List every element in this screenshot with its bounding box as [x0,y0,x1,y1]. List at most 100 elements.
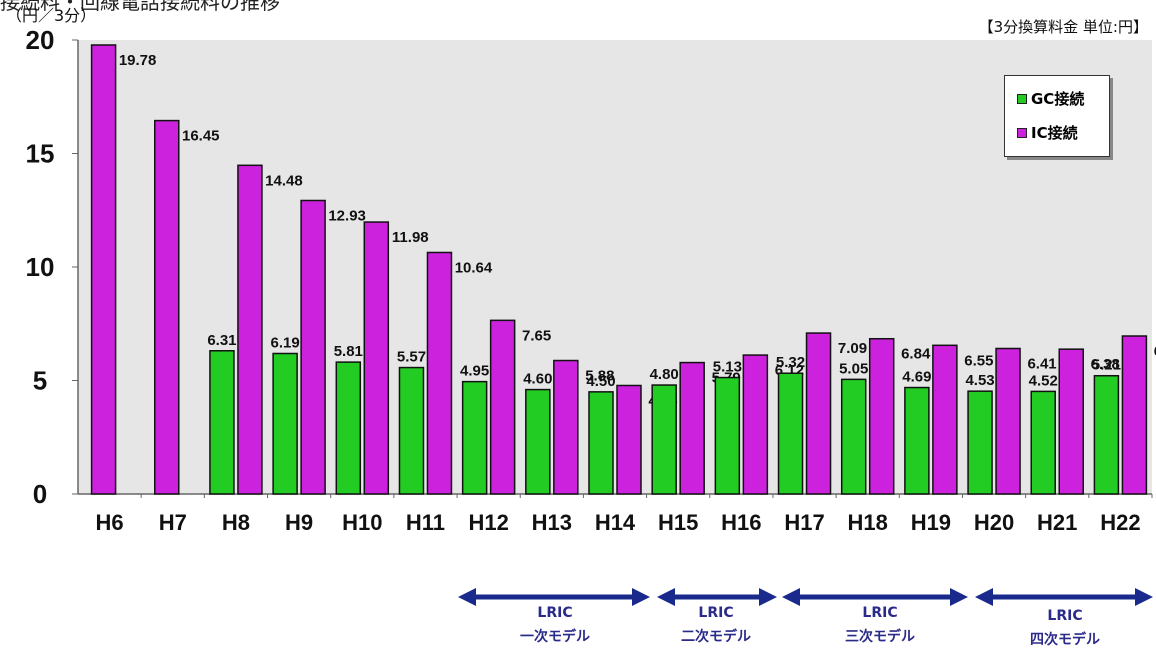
bar-gc-H18 [840,378,867,495]
x-tick-label-H22: H22 [1100,510,1140,535]
bar-gc-H16 [714,376,741,495]
data-label-ic-H8: 14.48 [265,172,303,189]
data-label-gc-H13: 4.60 [523,371,552,388]
legend-item-ic: IC接続 [1017,122,1078,143]
data-label-ic-H11: 10.64 [455,259,493,276]
model-4-line2: 四次モデル [1030,632,1100,648]
data-label-gc-H16: 5.13 [713,359,742,376]
model-arrow-head-right-3 [950,588,968,606]
model-arrow-head-right-1 [632,588,650,606]
data-label-gc-H20: 4.53 [965,372,994,389]
bar-ic-H22 [1121,335,1148,495]
x-tick-label-H6: H6 [96,510,124,535]
data-label-ic-H21: 6.38 [1091,356,1120,373]
x-tick-label-H9: H9 [285,510,313,535]
bar-gc-H22 [1093,374,1120,495]
data-label-ic-H6: 19.78 [119,52,157,69]
model-1-line2: 一次モデル [520,629,590,645]
x-tick-label-H17: H17 [784,510,824,535]
bar-ic-H8 [237,164,263,495]
bar-gc-H11 [398,366,425,495]
bar-ic-H20 [995,347,1021,495]
bar-gc-H8 [209,350,235,495]
x-tick-label-H10: H10 [342,510,382,535]
bar-ic-H6 [90,44,117,495]
data-label-gc-H11: 5.57 [397,349,426,366]
data-label-gc-H18: 5.05 [839,360,868,377]
data-label-gc-H10: 5.81 [334,343,363,360]
data-label-gc-H15: 4.80 [650,366,679,383]
data-label-ic-H12: 7.65 [522,327,551,344]
model-label-1: LRIC 一次モデル [500,601,610,649]
model-arrow-head-left-4 [975,588,993,606]
bar-ic-H16 [742,354,769,495]
bar-ic-H13 [553,359,579,495]
bar-gc-H12 [461,380,488,495]
chart-title: 接続料・回線電話接続料の推移 [0,0,280,14]
y-tick-label-2: 10 [26,252,55,282]
bar-gc-H17 [777,372,804,495]
legend: GC接続 IC接続 [1004,75,1110,157]
bar-ic-H11 [426,251,453,495]
bar-ic-H18 [868,337,895,495]
data-label-ic-H17: 7.09 [838,340,867,357]
model-arrow-head-left-2 [657,588,675,606]
data-label-gc-H8: 6.31 [207,332,236,349]
bar-gc-H20 [967,390,993,495]
data-label-ic-H9: 12.93 [328,207,366,224]
model-arrow-head-left-1 [458,588,476,606]
x-tick-label-H21: H21 [1037,510,1077,535]
legend-swatch-ic [1017,127,1027,138]
x-tick-label-H11: H11 [406,510,445,535]
y-tick-label-1: 5 [33,366,47,396]
x-tick-label-H13: H13 [532,510,572,535]
legend-swatch-gc [1017,93,1027,104]
bar-gc-H19 [904,386,930,495]
data-label-gc-H21: 4.52 [1029,372,1058,389]
bar-gc-H10 [335,361,362,495]
x-tick-label-H20: H20 [974,510,1014,535]
x-tick-label-H15: H15 [658,510,698,535]
x-tick-label-H7: H7 [159,510,187,535]
model-arrow-head-right-2 [759,588,777,606]
bar-ic-H9 [300,199,326,495]
y-tick-label-3: 15 [26,139,55,169]
data-label-ic-H22: 6.96 [1154,343,1156,360]
model-arrow-head-right-4 [1135,588,1153,606]
bar-ic-H10 [363,221,390,495]
x-tick-label-H18: H18 [848,510,888,535]
legend-label-gc: GC接続 [1031,90,1085,108]
bar-gc-H21 [1030,390,1056,495]
model-label-2: LRIC 二次モデル [668,601,764,649]
y-tick-label-4: 20 [26,25,55,55]
y-tick-label-0: 0 [33,479,47,509]
data-label-gc-H22: 5.21 [1092,357,1121,374]
bar-ic-H17 [805,332,832,495]
bar-ic-H19 [932,344,958,495]
bar-ic-H21 [1058,348,1084,495]
data-label-ic-H18: 6.84 [901,346,931,363]
data-label-ic-H13: 5.88 [585,368,614,385]
model-4-line1: LRIC [1047,608,1083,624]
data-label-gc-H14: 4.50 [586,373,615,390]
model-label-3: LRIC 三次モデル [815,601,945,649]
bar-gc-H14 [588,391,614,495]
x-tick-label-H12: H12 [468,510,508,535]
bar-ic-H12 [489,319,516,495]
legend-label-ic: IC接続 [1031,124,1078,142]
model-3-line2: 三次モデル [845,629,915,645]
bar-gc-H15 [651,384,677,495]
x-tick-label-H14: H14 [595,510,636,535]
unit-note: 【3分換算料金 単位:円】 [978,18,1148,36]
x-tick-label-H19: H19 [911,510,951,535]
bar-gc-H13 [525,388,551,495]
model-2-line1: LRIC [698,605,734,621]
data-label-gc-H19: 4.69 [902,369,931,386]
data-label-ic-H20: 6.41 [1027,355,1056,372]
model-1-line1: LRIC [537,605,573,621]
bar-ic-H15 [679,361,705,495]
model-3-line1: LRIC [862,605,898,621]
legend-item-gc: GC接続 [1017,88,1084,109]
data-label-gc-H17: 5.32 [776,354,805,371]
